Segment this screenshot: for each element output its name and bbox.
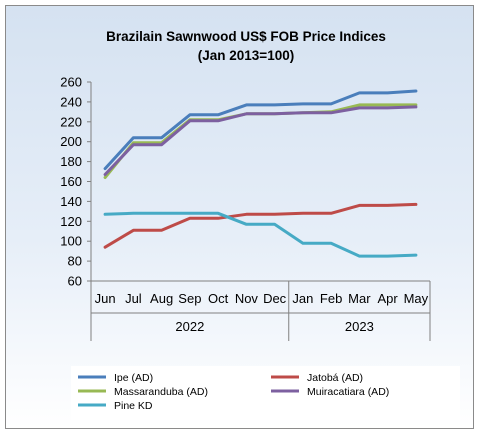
x-tick-label: Feb	[320, 291, 342, 306]
x-tick-label: Oct	[208, 291, 229, 306]
x-tick-label: Jun	[95, 291, 116, 306]
series-line	[103, 89, 418, 171]
series-lines	[103, 89, 418, 258]
y-tick-label: 260	[60, 75, 82, 90]
x-tick-label: Dec	[263, 291, 287, 306]
x-tick-label: Apr	[378, 291, 399, 306]
y-tick-label: 100	[60, 234, 82, 249]
y-tick-label: 80	[68, 254, 82, 269]
x-tick-label: Nov	[235, 291, 259, 306]
chart-canvas: Brazilain Sawnwood US$ FOB Price Indices…	[60, 29, 460, 420]
chart-title: Brazilain Sawnwood US$ FOB Price Indices	[106, 29, 386, 44]
x-tick-label: Jan	[292, 291, 313, 306]
series-line	[103, 202, 418, 249]
chart-frame: Brazilain Sawnwood US$ FOB Price Indices…	[5, 5, 474, 429]
x-tick-label: Jul	[125, 291, 142, 306]
y-tick-label: 120	[60, 214, 82, 229]
legend-box	[71, 366, 460, 420]
series-line	[103, 211, 418, 258]
axes: 60 80 100 120 140 160 180 200 220 240 260 Jun Jul Aug…	[60, 75, 431, 341]
y-tick-label: 240	[60, 94, 82, 109]
x-group-label: 2023	[345, 319, 374, 334]
x-tick-label: Mar	[348, 291, 371, 306]
legend-label: Ipe (AD)	[114, 372, 153, 384]
x-tick-label: May	[404, 291, 429, 306]
legend-label: Pine KD	[114, 400, 153, 412]
y-tick-label: 180	[60, 154, 82, 169]
series-line	[103, 105, 418, 176]
y-tick-label: 140	[60, 194, 82, 209]
y-tick-label: 200	[60, 134, 82, 149]
y-tick-label: 160	[60, 174, 82, 189]
legend: Ipe (AD) Jatobá (AD) Massaranduba (AD) Muir…	[71, 366, 460, 420]
series-line	[103, 103, 418, 179]
chart-subtitle: (Jan 2013=100)	[198, 48, 294, 63]
y-tick-label: 60	[68, 274, 82, 289]
y-tick-label: 220	[60, 114, 82, 129]
x-group-label: 2022	[175, 319, 204, 334]
x-tick-label: Sep	[178, 291, 201, 306]
legend-label: Massaranduba (AD)	[114, 386, 208, 398]
x-tick-label: Aug	[150, 291, 173, 306]
legend-label: Jatobá (AD)	[307, 372, 363, 384]
legend-label: Muiracatiara (AD)	[307, 386, 389, 398]
